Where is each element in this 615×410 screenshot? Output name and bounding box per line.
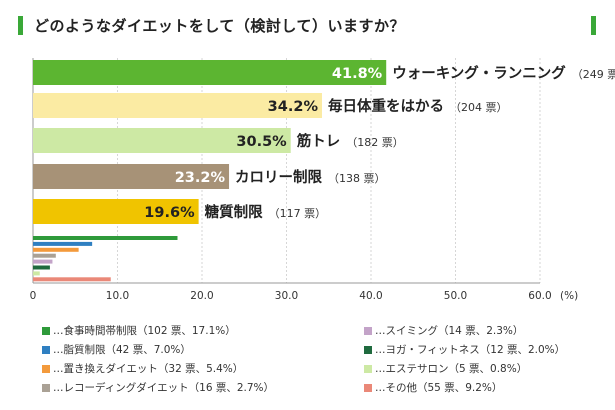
small-bar [33,236,178,240]
legend-label: …エステサロン（5 票、0.8%） [375,363,528,375]
legend-item: …食事時間帯制限（102 票、17.1%） [42,323,236,338]
title-bar: どのようなダイエットをして（検討して）いますか？ [14,14,602,38]
x-tick-label: 20.0 [190,290,213,302]
main-bar-category-label: 糖質制限 [205,203,263,221]
small-bar [33,259,53,264]
legend-item: …その他（55 票、9.2%） [364,380,502,395]
small-bar [33,241,93,246]
legend-item: …スイミング（14 票、2.3%） [364,323,523,338]
legend-label: …レコーディングダイエット（16 票、2.7%） [53,382,275,394]
x-tick-label: 0 [30,290,37,302]
page-title: どのようなダイエットをして（検討して）いますか？ [34,17,405,35]
main-bar-value-label: 23.2% [175,170,226,186]
main-bar-category-label: ウォーキング・ランニング [392,64,566,82]
main-bar-votes-label: （182 票） [346,136,404,149]
title-accent-left [18,16,23,35]
x-tick-label: 50.0 [444,290,467,302]
legend-label: …食事時間帯制限（102 票、17.1%） [53,325,236,337]
small-bar [33,265,50,270]
main-bar-value-label: 30.5% [236,134,287,150]
main-bar [33,128,291,153]
legend-item: …脂質制限（42 票、7.0%） [42,342,191,357]
main-bar [33,60,387,85]
x-tick-label: 30.0 [275,290,298,302]
main-bar-value-label: 19.6% [144,205,195,221]
legend-item: …レコーディングダイエット（16 票、2.7%） [42,380,274,395]
legend-swatch [364,326,372,335]
x-tick-label: 40.0 [359,290,382,302]
x-tick-label: 10.0 [106,290,129,302]
main-bar-value-label: 34.2% [268,99,319,115]
legend-label: …その他（55 票、9.2%） [375,382,503,394]
legend-swatch [42,364,50,373]
x-unit-label: (%) [560,290,578,302]
legend-label: …脂質制限（42 票、7.0%） [53,344,191,356]
small-bar [33,247,79,252]
small-bar [33,277,111,282]
main-bar-votes-label: （138 票） [328,172,386,185]
small-bar [33,253,56,258]
x-tick-label: 60.0 [528,290,551,302]
legend-item: …エステサロン（5 票、0.8%） [364,361,527,376]
legend-label: …スイミング（14 票、2.3%） [375,325,524,337]
title-accent-right [591,16,596,35]
main-bar-votes-label: （204 票） [450,101,508,114]
legend-label: …置き換えダイエット（32 票、5.4%） [53,363,244,375]
legend-item: …ヨガ・フィットネス（12 票、2.0%） [364,342,565,357]
legend-swatch [42,326,50,335]
main-bar-category-label: カロリー制限 [235,168,322,186]
main-bar [33,199,199,224]
main-bar [33,164,230,189]
legend-swatch [364,383,372,392]
legend-swatch [42,345,50,354]
legend-label: …ヨガ・フィットネス（12 票、2.0%） [375,344,566,356]
main-bar [33,93,322,118]
main-bar-category-label: 筋トレ [296,132,341,150]
legend-swatch [364,364,372,373]
main-bar-votes-label: （117 票） [269,207,327,220]
legend-item: …置き換えダイエット（32 票、5.4%） [42,361,243,376]
main-bar-value-label: 41.8% [332,66,383,82]
main-bar-category-label: 毎日体重をはかる [328,97,444,115]
legend-swatch [364,345,372,354]
main-bar-votes-label: （249 票） [572,68,615,81]
legend-swatch [42,383,50,392]
small-bar [33,271,40,276]
